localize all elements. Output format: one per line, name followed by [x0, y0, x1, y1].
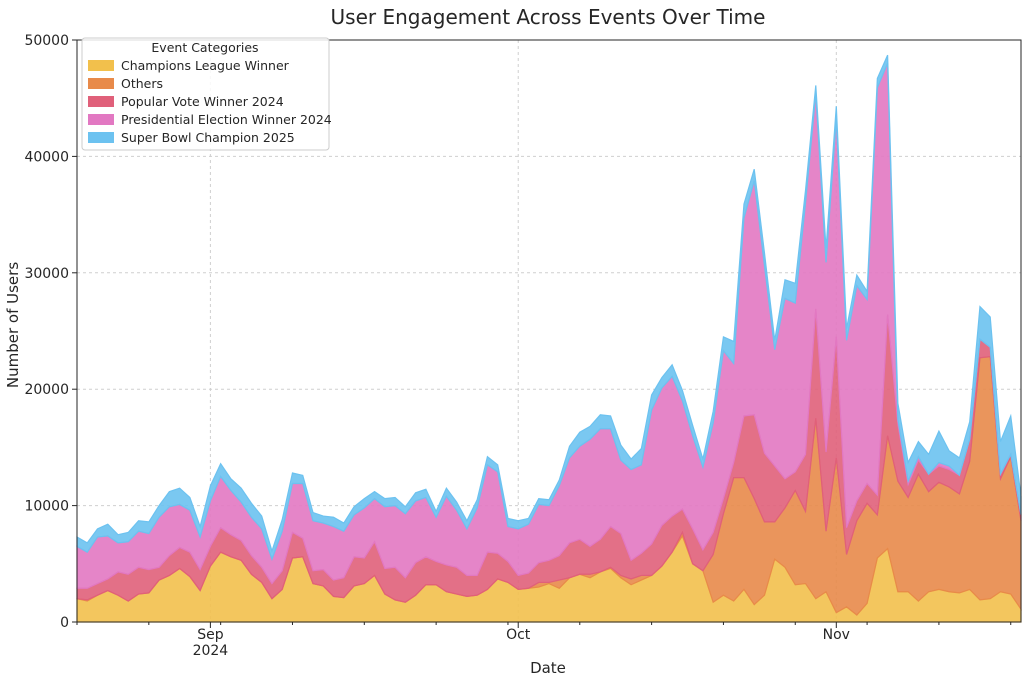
x-tick-label: Sep — [197, 627, 224, 643]
x-tick-label: Nov — [823, 627, 850, 643]
y-tick-label: 0 — [60, 615, 69, 631]
legend-swatch — [88, 78, 114, 89]
x-tick-sublabel: 2024 — [193, 643, 229, 659]
y-tick-label: 30000 — [24, 266, 69, 282]
chart-title: User Engagement Across Events Over Time — [331, 5, 766, 29]
legend-swatch — [88, 60, 114, 71]
legend-box — [81, 37, 330, 151]
legend-swatch — [88, 132, 114, 143]
x-tick-label: Oct — [506, 627, 531, 643]
x-axis-label: Date — [530, 659, 566, 677]
y-tick-label: 50000 — [24, 33, 69, 49]
legend-title: Event Categories — [151, 40, 258, 55]
legend-swatch — [88, 114, 114, 125]
plot-frame — [76, 39, 1022, 623]
legend-entry-label: Others — [121, 76, 163, 91]
legend-entry-label: Presidential Election Winner 2024 — [121, 112, 332, 127]
y-tick-label: 10000 — [24, 499, 69, 515]
y-axis-label: Number of Users — [4, 262, 22, 388]
legend-entry-label: Champions League Winner — [121, 58, 290, 73]
legend: Event Categories Champions League Winner… — [81, 37, 332, 151]
y-tick-label: 20000 — [24, 382, 69, 398]
legend-entry-label: Popular Vote Winner 2024 — [121, 94, 284, 109]
legend-entry-label: Super Bowl Champion 2025 — [121, 130, 295, 145]
y-tick-label: 40000 — [24, 149, 69, 165]
legend-swatch — [88, 96, 114, 107]
